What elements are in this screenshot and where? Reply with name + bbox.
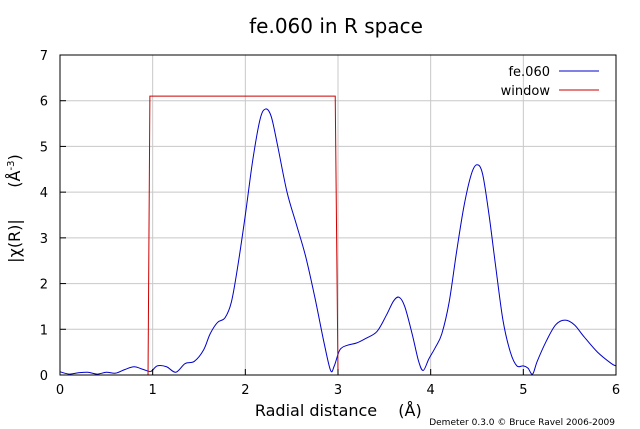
series-line-fe.060 bbox=[59, 108, 617, 375]
y-tick-label: 3 bbox=[40, 232, 48, 247]
y-axis-unit-exponent: -3 bbox=[6, 161, 17, 171]
y-axis-unit-close: ) bbox=[5, 154, 24, 160]
y-tick-label: 7 bbox=[40, 49, 48, 64]
y-tick-label: 1 bbox=[40, 323, 48, 338]
legend-label-fe.060: fe.060 bbox=[508, 65, 550, 80]
x-axis-title: Radial distance bbox=[255, 401, 377, 420]
y-axis-title: |χ(R)| bbox=[5, 219, 24, 263]
x-tick-label: 0 bbox=[56, 383, 64, 398]
legend-label-window: window bbox=[501, 84, 551, 99]
credit-text: Demeter 0.3.0 © Bruce Ravel 2006-2009 bbox=[429, 418, 615, 428]
x-axis-unit: (Å) bbox=[398, 401, 421, 420]
x-tick-label: 2 bbox=[241, 383, 249, 398]
y-tick-label: 6 bbox=[40, 95, 48, 110]
chart-title: fe.060 in R space bbox=[249, 14, 423, 38]
y-axis-unit: (Å-3) bbox=[5, 154, 24, 187]
x-tick-label: 5 bbox=[519, 383, 527, 398]
x-axis: 0 1 2 3 4 5 6 bbox=[56, 369, 620, 398]
y-tick-label: 0 bbox=[40, 369, 48, 384]
x-axis-label: Radial distance (Å) bbox=[255, 401, 422, 420]
x-tick-label: 3 bbox=[334, 383, 342, 398]
y-tick-label: 5 bbox=[40, 140, 48, 155]
y-axis-label: |χ(R)| (Å-3) bbox=[5, 154, 24, 263]
y-axis: 0 1 2 3 4 5 6 7 bbox=[40, 49, 66, 384]
x-tick-label: 6 bbox=[612, 383, 620, 398]
y-tick-label: 2 bbox=[40, 278, 48, 293]
y-tick-label: 4 bbox=[40, 186, 48, 201]
legend: fe.060 window bbox=[501, 65, 599, 99]
y-axis-unit-base: (Å bbox=[5, 170, 24, 187]
x-tick-label: 1 bbox=[149, 383, 157, 398]
x-tick-label: 4 bbox=[427, 383, 435, 398]
